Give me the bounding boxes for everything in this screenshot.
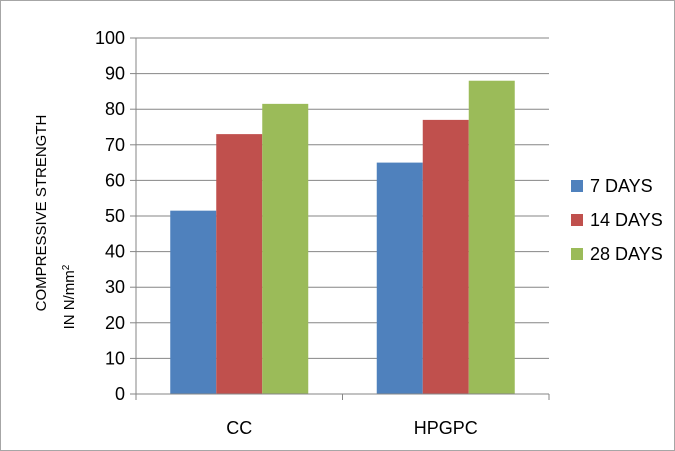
y-tick-label: 100 (95, 28, 125, 48)
legend-swatch (571, 214, 583, 226)
x-category-label: CC (226, 418, 252, 438)
bar-cc-28-days (262, 103, 309, 395)
y-tick-label: 50 (105, 206, 125, 226)
bar-cc-14-days (216, 134, 263, 394)
y-tick-label: 20 (105, 313, 125, 333)
y-tick-label: 30 (105, 277, 125, 297)
x-category-label: HPGPC (414, 418, 478, 438)
y-axis-label-superscript: 2 (61, 264, 72, 270)
y-tick-label: 40 (105, 242, 125, 262)
legend-entry-label: 28 DAYS (590, 244, 663, 264)
bar-hpgpc-28-days (468, 80, 515, 394)
legend-swatch (571, 248, 583, 260)
legend-entry-label: 7 DAYS (590, 176, 653, 196)
y-tick-label: 60 (105, 170, 125, 190)
bars (170, 80, 515, 395)
y-axis-label-unit: IN N/mm (61, 270, 78, 329)
legend-entry-label: 14 DAYS (590, 210, 663, 230)
y-tick-label: 10 (105, 348, 125, 368)
bar-hpgpc-14-days (422, 119, 469, 394)
y-axis-label-line2: IN N/mm2 (61, 264, 79, 329)
y-axis-label: COMPRESSIVE STRENGTH IN N/mm2 (33, 115, 78, 330)
legend: 7 DAYS 14 DAYS 28 DAYS (571, 176, 663, 264)
y-axis-label-line1: COMPRESSIVE STRENGTH (33, 115, 50, 312)
y-tick-label: 90 (105, 64, 125, 84)
axes: 0 10 20 30 40 50 60 70 80 90 100 CC HPGPC (95, 28, 550, 438)
y-tick-label: 70 (105, 135, 125, 155)
bar-cc-7-days (170, 210, 217, 394)
y-tick-label: 0 (115, 384, 125, 404)
bar-hpgpc-7-days (376, 162, 423, 394)
legend-swatch (571, 180, 583, 192)
y-tick-label: 80 (105, 99, 125, 119)
